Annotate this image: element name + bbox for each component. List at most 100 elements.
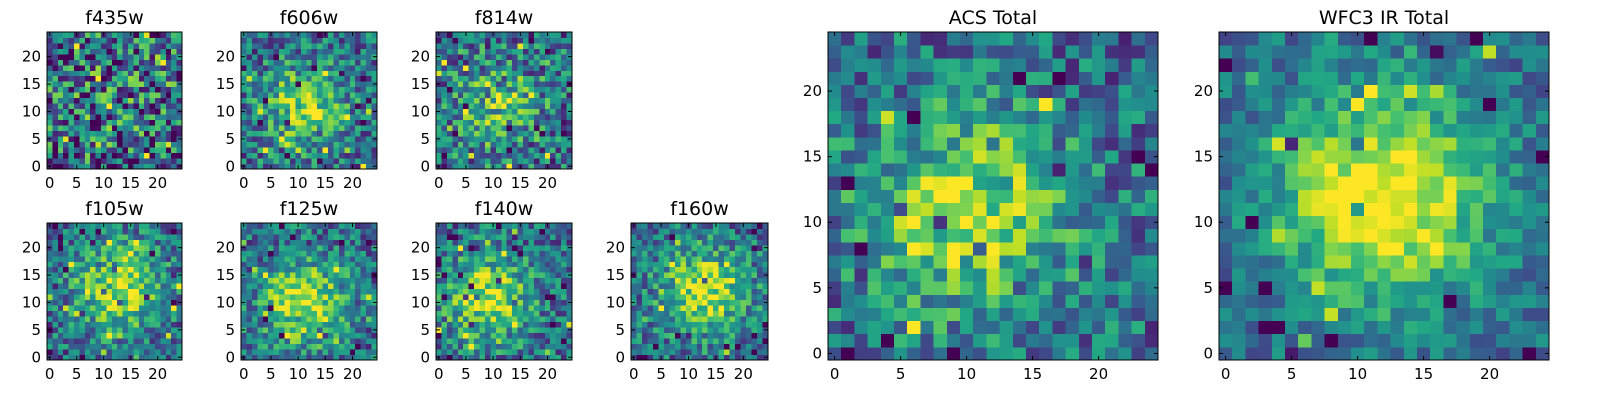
heatmap-cell [479, 158, 486, 164]
heatmap-cell [713, 343, 720, 350]
heatmap-cell [652, 316, 659, 323]
heatmap-cell [735, 250, 741, 257]
heatmap-cell [566, 343, 573, 350]
heatmap-cell [452, 299, 459, 306]
heatmap-cell [333, 255, 340, 262]
heatmap-cell [506, 321, 513, 328]
heatmap-cell [528, 92, 535, 99]
heatmap-cell [74, 283, 80, 290]
heatmap-cell [1131, 333, 1146, 348]
heatmap-cell [501, 343, 508, 350]
x-tick-label: 5 [461, 365, 471, 383]
heatmap-cell [311, 114, 318, 121]
heatmap-cell [636, 223, 643, 229]
heatmap-cell [735, 283, 741, 290]
heatmap-cell [165, 163, 172, 170]
heatmap-cell [349, 310, 356, 317]
heatmap-cell [669, 288, 676, 295]
heatmap-cell [289, 272, 296, 279]
heatmap-cell [68, 343, 75, 350]
heatmap-cell [279, 354, 285, 361]
heatmap-cell [74, 305, 80, 312]
heatmap-cell [355, 64, 362, 71]
heatmap-cell [490, 288, 497, 295]
heatmap-cell [468, 343, 475, 350]
heatmap-cell [680, 327, 687, 333]
heatmap-cell [1105, 268, 1119, 282]
heatmap-cell [144, 288, 150, 295]
heatmap-cell [539, 53, 546, 60]
heatmap-cell [658, 239, 665, 246]
heatmap-cell [160, 349, 167, 355]
heatmap-cell [160, 147, 167, 153]
heatmap-cell [333, 92, 340, 99]
heatmap-cell [652, 244, 659, 251]
heatmap-cell [338, 163, 345, 170]
heatmap-cell [122, 343, 129, 350]
heatmap-cell [311, 86, 318, 93]
heatmap-cell [117, 338, 123, 344]
heatmap-cell [295, 103, 302, 110]
heatmap-cell [160, 158, 167, 164]
heatmap-cell [333, 299, 340, 306]
heatmap-cell [479, 272, 486, 279]
heatmap-cell [474, 299, 480, 306]
heatmap-cell [101, 37, 107, 44]
heatmap-cell [106, 244, 113, 251]
heatmap-cell [517, 294, 524, 301]
heatmap-cell [484, 86, 491, 93]
heatmap-cell [74, 130, 80, 137]
heatmap-cell [95, 266, 102, 273]
heatmap-cell [344, 130, 351, 137]
heatmap-cell [517, 59, 524, 66]
heatmap-cell [349, 332, 356, 339]
heatmap-cell [322, 158, 329, 164]
heatmap-cell [718, 354, 725, 361]
heatmap-cell [746, 332, 752, 339]
heatmap-cell [47, 59, 53, 66]
heatmap-cell [268, 266, 275, 273]
heatmap-cell [468, 136, 475, 142]
heatmap-cell [474, 321, 480, 328]
heatmap-cell [555, 299, 562, 306]
heatmap-cell [490, 343, 497, 350]
heatmap-cell [446, 32, 453, 38]
heatmap-cell [95, 261, 102, 268]
heatmap-cell [128, 64, 134, 71]
heatmap-cell [90, 64, 96, 71]
heatmap-cell [501, 310, 508, 317]
heatmap-cell [138, 327, 145, 333]
heatmap-cell [360, 261, 367, 268]
heatmap-cell [517, 321, 524, 328]
heatmap-cell [111, 32, 118, 38]
heatmap-cell [149, 114, 156, 121]
heatmap-cell [828, 320, 842, 335]
heatmap-cell [133, 349, 140, 355]
heatmap-cell [160, 332, 167, 339]
heatmap-cell [757, 349, 763, 355]
heatmap-cell [79, 48, 86, 55]
heatmap-cell [328, 305, 334, 312]
heatmap-cell [474, 316, 480, 323]
heatmap-cell [479, 119, 486, 126]
heatmap-cell [452, 92, 459, 99]
heatmap-cell [328, 53, 334, 60]
heatmap-cell [306, 299, 313, 306]
heatmap-cell [729, 283, 736, 290]
heatmap-cell [279, 250, 285, 257]
heatmap-cell [566, 130, 573, 137]
heatmap-cell [349, 288, 356, 295]
heatmap-cell [57, 64, 64, 71]
heatmap-cell [517, 233, 524, 240]
heatmap-cell [468, 321, 475, 328]
heatmap-cell [735, 223, 741, 229]
heatmap-cell [555, 147, 562, 153]
heatmap-cell [106, 277, 113, 284]
heatmap-cell [176, 283, 183, 290]
heatmap-cell [740, 349, 747, 355]
heatmap-cell [138, 37, 145, 44]
heatmap-cell [550, 354, 557, 361]
heatmap-cell [251, 272, 258, 279]
heatmap-cell [284, 37, 291, 44]
heatmap-cell [68, 97, 75, 104]
